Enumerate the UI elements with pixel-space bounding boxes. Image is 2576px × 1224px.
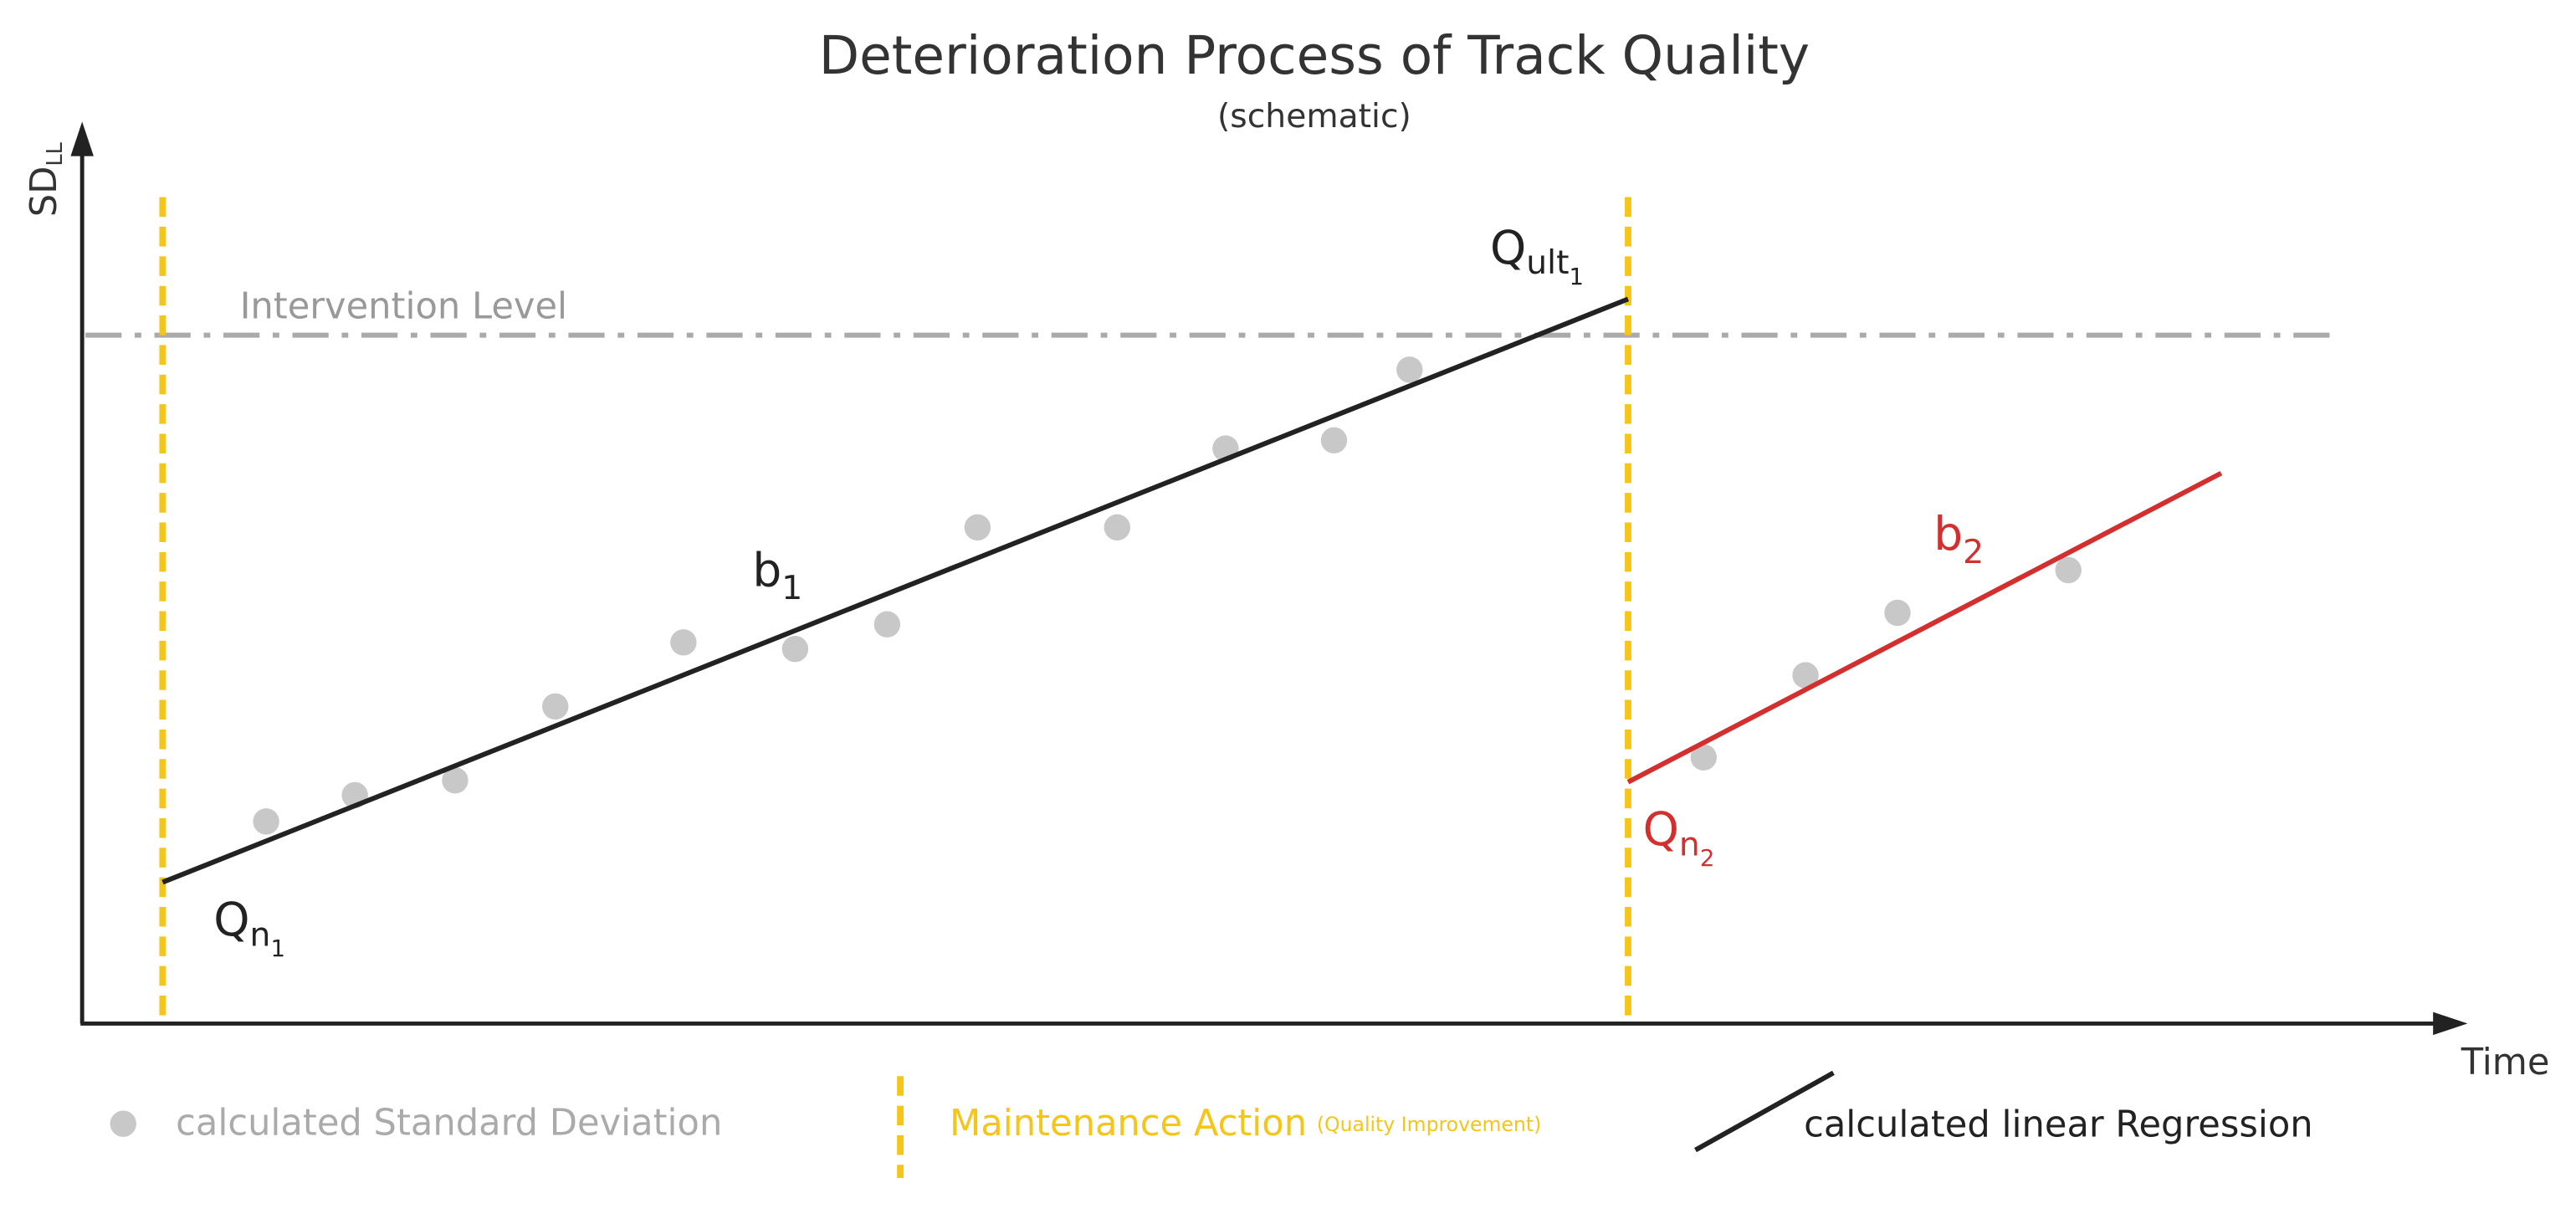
x-axis-label: Time [2461, 1042, 2550, 1083]
title: Deterioration Process of Track Quality [819, 25, 1810, 86]
point [1396, 356, 1423, 383]
point [1884, 599, 1911, 627]
y-axis-arrow [70, 121, 94, 156]
label-q-ult1: Qult1 [1490, 222, 1584, 290]
point [964, 514, 991, 541]
subtitle: (schematic) [1217, 98, 1411, 136]
point [1690, 744, 1718, 771]
point [670, 629, 697, 656]
point [1104, 514, 1130, 541]
intervention-label: Intervention Level [240, 286, 567, 328]
point [2055, 556, 2082, 584]
point [442, 767, 469, 794]
regression-line [161, 296, 1630, 885]
legend-regression-line [1694, 1070, 1835, 1153]
legend-maintenance-label: Maintenance Action (Quality Improvement) [950, 1103, 1541, 1145]
points [253, 356, 2082, 835]
x-axis-arrow [2433, 1011, 2468, 1036]
point [253, 808, 279, 835]
label-b2: b2 [1933, 507, 1984, 571]
point [873, 611, 901, 638]
y-axis-label: SDLL [23, 141, 67, 217]
legend-regression-label: calculated linear Regression [1804, 1104, 2313, 1146]
point [1320, 427, 1348, 454]
regression-line-2 [1626, 470, 2223, 785]
legend-point [110, 1110, 136, 1137]
label-b1: b1 [752, 543, 802, 607]
point [781, 635, 809, 663]
label-q-n1: Qn1 [213, 894, 285, 962]
point [542, 693, 569, 720]
point [1792, 662, 1819, 689]
legend-points-label: calculated Standard Deviation [176, 1103, 722, 1145]
label-q-n2: Qn2 [1643, 803, 1715, 872]
